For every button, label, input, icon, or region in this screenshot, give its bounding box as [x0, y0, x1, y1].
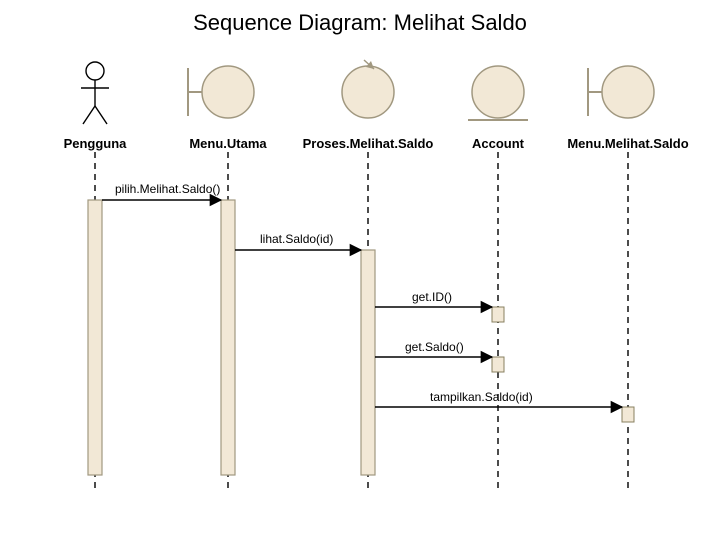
diagram-title: Sequence Diagram: Melihat Saldo — [193, 10, 527, 35]
activation-bar — [361, 250, 375, 475]
activation-bar — [221, 200, 235, 475]
participant-label: Menu.Utama — [189, 136, 267, 151]
actor-label: Pengguna — [64, 136, 128, 151]
message-label: get.ID() — [412, 290, 452, 304]
participant-label: Menu.Melihat.Saldo — [567, 136, 688, 151]
sequence-diagram: Sequence Diagram: Melihat Saldo Pengguna M… — [0, 0, 720, 540]
message-label: get.Saldo() — [405, 340, 464, 354]
message-label: tampilkan.Saldo(id) — [430, 390, 533, 404]
participant-label: Proses.Melihat.Saldo — [303, 136, 434, 151]
actor-head — [86, 62, 104, 80]
message-label: pilih.Melihat.Saldo() — [115, 182, 220, 196]
activation-bar — [88, 200, 102, 475]
message-label: lihat.Saldo(id) — [260, 232, 333, 246]
exec-box — [622, 407, 634, 422]
exec-box — [492, 357, 504, 372]
exec-box — [492, 307, 504, 322]
participant-label: Account — [472, 136, 525, 151]
participant-Account: Account — [468, 66, 528, 151]
